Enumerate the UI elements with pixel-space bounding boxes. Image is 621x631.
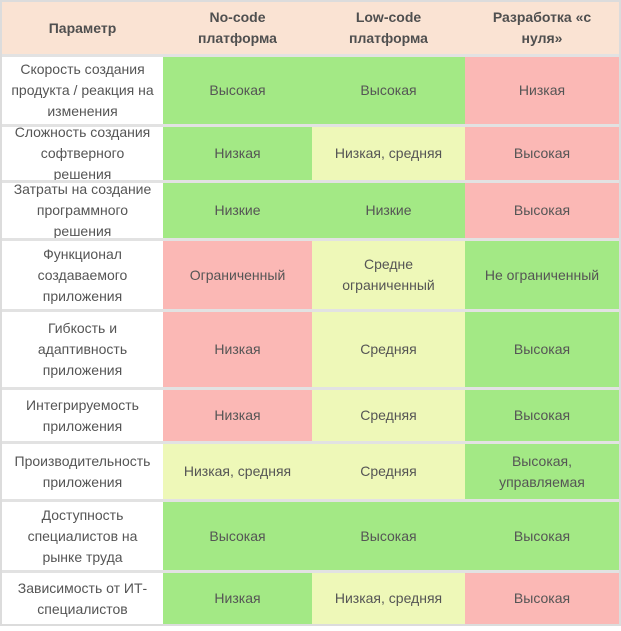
- header-cell-nocode: No-code платформа: [163, 2, 312, 54]
- value-cell: Ограниченный: [163, 241, 312, 309]
- param-cell-functionality: Функционал создаваемого приложения: [2, 241, 163, 309]
- param-cell-costs: Затраты на создание программного решения: [2, 183, 163, 238]
- param-cell-it-dependency: Зависимость от ИТ-специалистов: [2, 573, 163, 624]
- value-cell: Высокая: [465, 312, 619, 387]
- value-cell: Средняя: [312, 312, 465, 387]
- value-cell: Высокая, управляемая: [465, 444, 619, 499]
- value-cell: Высокая: [312, 57, 465, 124]
- value-cell: Высокая: [312, 502, 465, 570]
- param-cell-flexibility: Гибкость и адаптивность приложения: [2, 312, 163, 387]
- value-cell: Низкая: [163, 127, 312, 180]
- param-cell-complexity: Сложность создания софтверного решения: [2, 127, 163, 180]
- value-cell: Высокая: [465, 183, 619, 238]
- param-cell-performance: Производительность приложения: [2, 444, 163, 499]
- value-cell: Низкая: [163, 390, 312, 441]
- param-cell-integrability: Интегрируемость приложения: [2, 390, 163, 441]
- value-cell: Низкие: [312, 183, 465, 238]
- value-cell: Низкая: [465, 57, 619, 124]
- value-cell: Высокая: [465, 573, 619, 624]
- value-cell: Средне ограниченный: [312, 241, 465, 309]
- value-cell: Высокая: [465, 127, 619, 180]
- header-cell-scratch: Разработка «с нуля»: [465, 2, 619, 54]
- value-cell: Высокая: [163, 57, 312, 124]
- value-cell: Высокая: [465, 502, 619, 570]
- value-cell: Средняя: [312, 390, 465, 441]
- value-cell: Низкая, средняя: [312, 127, 465, 180]
- value-cell: Низкие: [163, 183, 312, 238]
- value-cell: Не ограниченный: [465, 241, 619, 309]
- param-cell-specialists-availability: Доступность специалистов на рынке труда: [2, 502, 163, 570]
- value-cell: Высокая: [163, 502, 312, 570]
- value-cell: Низкая: [163, 573, 312, 624]
- value-cell: Низкая, средняя: [163, 444, 312, 499]
- value-cell: Низкая: [163, 312, 312, 387]
- value-cell: Средняя: [312, 444, 465, 499]
- value-cell: Низкая, средняя: [312, 573, 465, 624]
- value-cell: Высокая: [465, 390, 619, 441]
- header-cell-lowcode: Low-code платформа: [312, 2, 465, 54]
- param-cell-speed: Скорость создания продукта / реакция на …: [2, 57, 163, 124]
- header-cell-parameter: Параметр: [2, 2, 163, 54]
